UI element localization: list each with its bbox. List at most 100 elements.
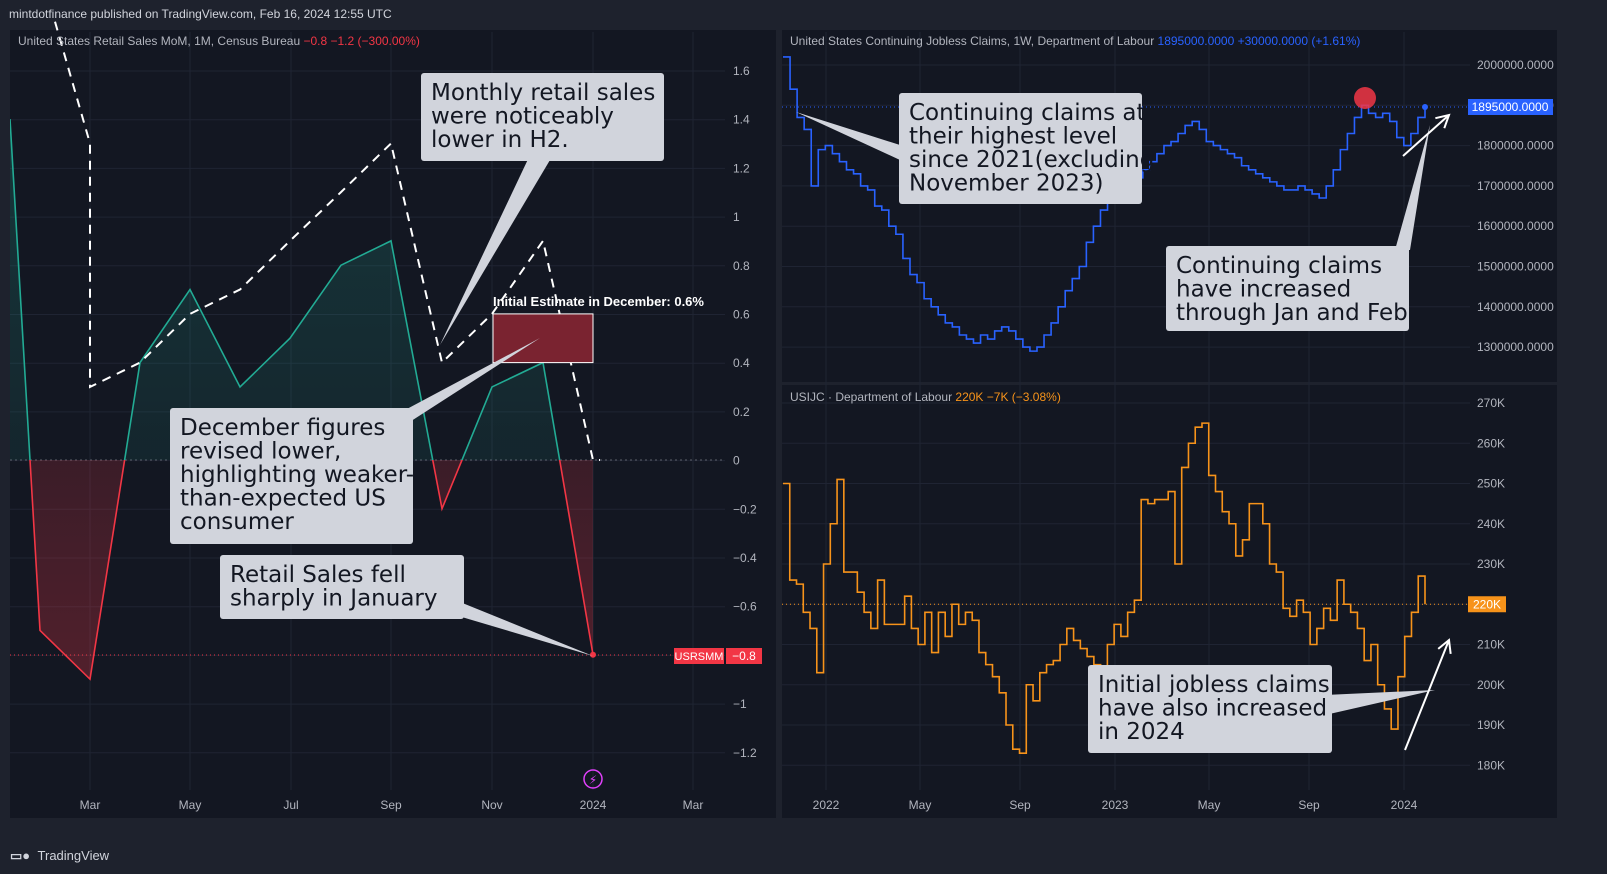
y-tick-label: 1.2 [733,161,750,175]
retail-line-negative [29,460,594,681]
retail-dashed-series [54,21,600,461]
callout-continuing-rise-line: have increased [1176,277,1351,303]
callout-initial-line: have also increased [1098,696,1327,722]
peak-marker [1354,87,1376,109]
x-tick-label: 2024 [1391,798,1418,812]
continuing-legend: United States Continuing Jobless Claims,… [790,34,1360,48]
callout-december-line: than-expected US [180,486,386,512]
callout-initial-text: Initial jobless claims have also increase… [1098,672,1330,745]
y-tick-label: 2000000.0000 [1477,58,1554,72]
x-tick-label: May [179,798,202,812]
x-tick-label: Sep [1009,798,1031,812]
arrow-initial-shaft [1404,639,1450,751]
y-tick-label: 0 [733,454,740,468]
initial-last-value-tag [1468,596,1506,613]
usrsmm-tag-text: USRSMM [675,651,724,663]
retail-last-value-text: −0.8 [732,649,756,663]
callout-h2-text: Monthly retail sales were noticeably lower… [431,80,655,153]
continuing-last-point [1422,104,1428,110]
callout-h2-pointer [440,155,550,345]
callout-january-box [220,555,464,619]
y-tick-label: −1 [733,697,747,711]
retail-legend-value: −0.8 [303,34,330,48]
callout-continuing-high-pointer [796,112,900,160]
y-tick-label: 1 [733,210,740,224]
x-tick-label: Mar [683,798,704,812]
callout-initial-line: in 2024 [1098,719,1185,745]
arrow-continuing-shaft [1402,114,1450,157]
y-tick-label: −0.2 [733,502,757,516]
x-tick-label: May [909,798,932,812]
lightning-glyph: ⚡ [589,773,597,787]
area-fill-positive [10,119,593,460]
tradingview-logo-icon[interactable]: ▭● [10,848,31,863]
callout-continuing-high-line: Continuing claims at [909,100,1145,126]
y-tick-label: −0.4 [733,551,757,565]
initial-last-value-text: 220K [1473,597,1501,611]
y-tick-label: 1.4 [733,113,750,127]
continuing-claims-line [783,56,1426,352]
callout-h2-line: were noticeably [431,104,614,130]
x-tick-label: Mar [80,798,101,812]
y-tick-label: −1.2 [733,746,757,760]
y-tick-label: 1700000.0000 [1477,179,1554,193]
callout-december-pointer [405,338,540,425]
y-tick-label: 200K [1477,678,1505,692]
x-tick-label: Nov [481,798,502,812]
retail-last-point [590,651,596,658]
y-tick-label: 1800000.0000 [1477,139,1554,153]
y-tick-label: 0.6 [733,308,750,322]
callout-continuing-rise-pointer [1395,125,1430,250]
callout-december-line: consumer [180,509,294,535]
y-tick-label: −0.6 [733,600,757,614]
retail-line-positive [10,119,561,460]
footer-bar: ▭● TradingView [0,838,1607,874]
publisher-text: mintdotfinance published on TradingView.… [9,7,392,21]
continuing-legend-name: United States Continuing Jobless Claims,… [790,34,1158,48]
initial-legend: USIJC · Department of Labour 220K −7K (−… [790,390,1061,404]
retail-legend: United States Retail Sales MoM, 1M, Cens… [18,34,420,48]
y-tick-label: 0.8 [733,259,750,273]
callout-continuing-rise-line: Continuing claims [1176,253,1382,279]
callout-h2-box [421,73,664,161]
y-tick-label: 260K [1477,436,1505,450]
x-tick-label: 2024 [580,798,607,812]
callout-december-line: revised lower, [180,439,341,465]
callout-december-box [170,408,413,544]
x-tick-label: 2023 [1102,798,1129,812]
callout-january-line: sharply in January [230,586,438,612]
x-tick-label: Sep [380,798,402,812]
arrow-initial-head [1437,638,1452,655]
callout-january-text: Retail Sales fell sharply in January [230,562,438,612]
y-tick-label: 1.6 [733,64,750,78]
callout-initial-pointer [1325,690,1435,715]
x-tick-label: Sep [1298,798,1320,812]
continuing-last-value-text: 1895000.0000 [1472,100,1549,114]
y-tick-label: 1400000.0000 [1477,300,1554,314]
y-tick-label: 180K [1477,758,1505,772]
initial-panel [782,385,1557,818]
footer-brand[interactable]: TradingView [37,848,110,863]
callout-continuing-high-line: since 2021(excluding [909,147,1154,173]
x-tick-label: Jul [283,798,298,812]
initial-legend-value: 220K [955,390,986,404]
x-tick-label: May [1198,798,1221,812]
callout-continuing-high-line: their highest level [909,124,1117,150]
arrow-continuing-head [1435,113,1451,129]
y-tick-label: 270K [1477,396,1505,410]
usrsmm-tag [674,648,724,664]
y-tick-label: 1300000.0000 [1477,340,1554,354]
y-tick-label: 230K [1477,557,1505,571]
y-tick-label: 1500000.0000 [1477,260,1554,274]
callout-continuing-high-line: November 2023) [909,171,1103,197]
y-tick-label: 210K [1477,638,1505,652]
callout-continuing-rise-box [1166,246,1409,331]
continuing-last-value-tag [1468,99,1553,115]
lightning-icon [583,769,603,789]
x-tick-label: 2022 [813,798,840,812]
callout-december-text: December figures revised lower, highlighti… [180,415,414,535]
y-tick-label: 190K [1477,718,1505,732]
continuing-legend-change: +30000.0000 (+1.61%) [1238,34,1361,48]
initial-legend-change: −7K (−3.08%) [987,390,1061,404]
